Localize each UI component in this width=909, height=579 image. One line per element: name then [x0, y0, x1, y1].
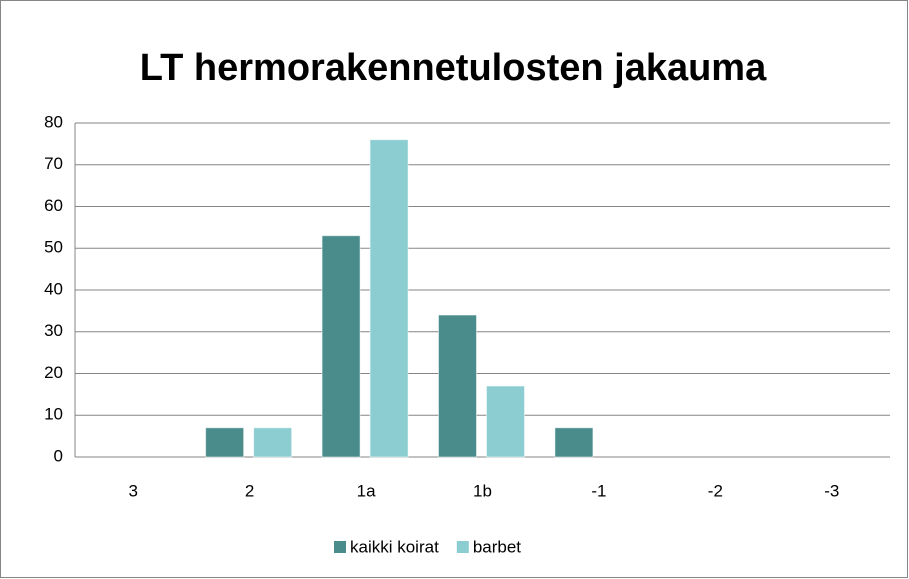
legend-swatch	[334, 541, 346, 553]
y-tick-label: 0	[54, 446, 63, 465]
y-tick-label: 50	[44, 238, 63, 257]
y-tick-label: 80	[44, 112, 63, 131]
legend-label: barbet	[473, 537, 521, 556]
bar	[253, 427, 293, 458]
bar	[438, 314, 477, 458]
y-tick-label: 10	[44, 405, 63, 424]
legend-label: kaikki koirat	[350, 537, 439, 556]
y-tick-label: 30	[44, 321, 63, 340]
y-tick-label: 20	[44, 363, 63, 382]
x-tick-label: 1b	[473, 481, 492, 500]
y-tick-label: 70	[44, 154, 63, 173]
x-tick-label: 3	[128, 481, 137, 500]
y-tick-label: 40	[44, 279, 63, 298]
bar	[369, 139, 409, 458]
y-tick-label: 60	[44, 196, 63, 215]
legend-swatch	[456, 541, 469, 553]
x-tick-label: -1	[591, 481, 606, 500]
bar	[205, 427, 245, 458]
x-tick-label: -2	[708, 481, 723, 500]
chart-title: LT hermorakennetulosten jakauma	[140, 47, 767, 89]
bar	[554, 427, 594, 458]
bar	[321, 235, 361, 458]
x-tick-label: 1a	[357, 481, 376, 500]
x-tick-label: -3	[824, 481, 839, 500]
x-tick-label: 2	[245, 481, 254, 500]
bar	[486, 385, 525, 458]
